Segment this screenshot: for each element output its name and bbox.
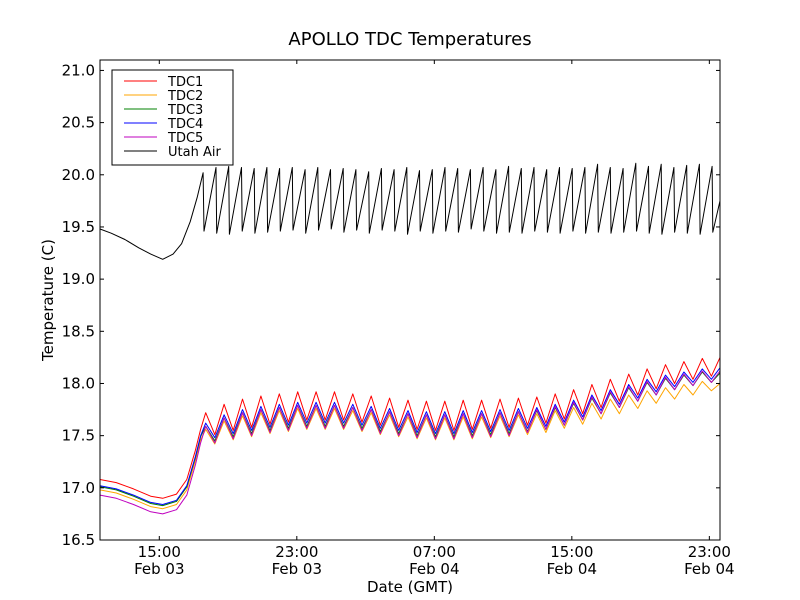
x-tick-label-time: 15:00 xyxy=(550,543,593,561)
legend-label-tdc4: TDC4 xyxy=(167,117,203,132)
chart-title: APOLLO TDC Temperatures xyxy=(288,29,531,50)
series-line-tdc1 xyxy=(99,357,721,499)
x-tick-label-date: Feb 04 xyxy=(547,560,597,578)
y-tick-label: 19.0 xyxy=(62,270,95,288)
y-tick-label: 20.5 xyxy=(62,114,95,132)
y-tick-label: 18.0 xyxy=(62,374,95,392)
x-tick-label-time: 23:00 xyxy=(688,543,731,561)
series-line-tdc5 xyxy=(99,370,721,515)
legend-label-tdc2: TDC2 xyxy=(167,89,203,104)
legend-label-utah-air: Utah Air xyxy=(168,145,221,160)
y-tick-label: 16.5 xyxy=(62,531,95,549)
axes-frame xyxy=(99,59,721,541)
x-tick-label-time: 07:00 xyxy=(413,543,456,561)
x-axis-label: Date (GMT) xyxy=(367,578,453,596)
series-line-tdc4 xyxy=(99,367,721,505)
x-tick-label-time: 15:00 xyxy=(138,543,181,561)
x-tick-label-time: 23:00 xyxy=(275,543,318,561)
y-axis-label: Temperature (C) xyxy=(39,239,57,362)
y-tick-label: 18.5 xyxy=(62,322,95,340)
legend-label-tdc3: TDC3 xyxy=(167,103,203,118)
x-tick-label-date: Feb 03 xyxy=(134,560,184,578)
series-line-tdc2 xyxy=(99,380,721,510)
x-tick-label-date: Feb 04 xyxy=(409,560,459,578)
y-tick-label: 17.0 xyxy=(62,479,95,497)
legend-label-tdc1: TDC1 xyxy=(167,75,203,90)
legend-label-tdc5: TDC5 xyxy=(167,131,203,146)
y-tick-label: 17.5 xyxy=(62,427,95,445)
series-line-utah-air xyxy=(99,162,721,260)
legend-box xyxy=(111,69,234,166)
x-tick-label-date: Feb 03 xyxy=(272,560,322,578)
series-layer xyxy=(99,162,721,515)
y-tick-label: 19.5 xyxy=(62,218,95,236)
y-tick-label: 21.0 xyxy=(62,61,95,79)
y-tick-label: 20.0 xyxy=(62,166,95,184)
y-axis: 16.5 17.0 17.5 18.0 18.5 19.0 19.5 20.0 20.5 21.0 xyxy=(62,61,720,549)
x-tick-label-date: Feb 04 xyxy=(684,560,734,578)
